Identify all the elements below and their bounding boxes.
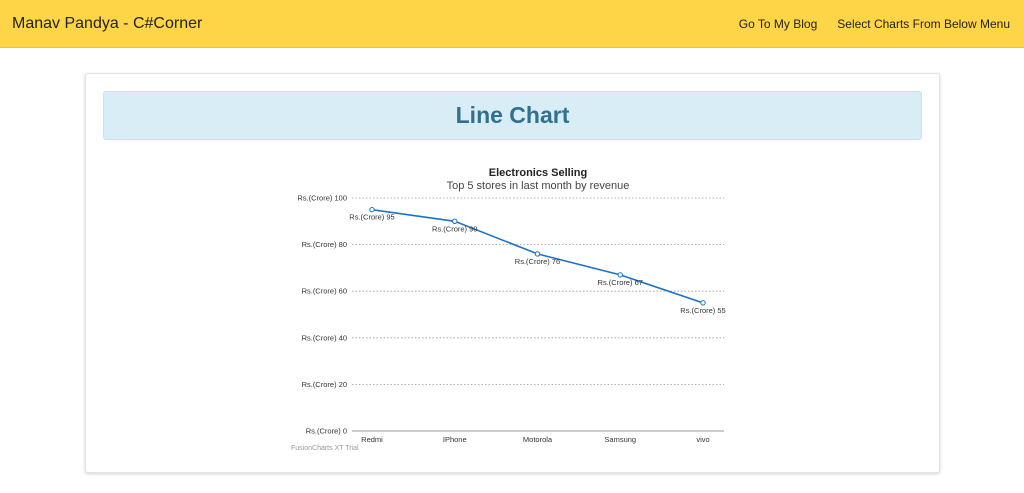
go-to-blog-link[interactable]: Go To My Blog [738, 17, 818, 31]
page-title: Line Chart [455, 102, 570, 128]
y-tick-label: Rs.(Crore) 100 [297, 194, 347, 203]
top-navbar: Manav Pandya - C#Corner Go To My Blog Se… [0, 0, 1024, 48]
y-tick-label: Rs.(Crore) 20 [302, 380, 347, 389]
x-tick-label: Redmi [361, 435, 383, 444]
x-tick-label: Motorola [523, 435, 553, 444]
x-tick-label: IPhone [443, 435, 467, 444]
chart-watermark: FusionCharts XT Trial [291, 445, 359, 452]
panel-heading: Line Chart [103, 91, 922, 140]
data-value-label: Rs.(Crore) 55 [680, 306, 725, 315]
data-point[interactable] [700, 300, 706, 306]
data-point[interactable] [534, 251, 541, 257]
y-tick-label: Rs.(Crore) 80 [302, 240, 347, 249]
y-tick-label: Rs.(Crore) 40 [302, 333, 347, 342]
y-tick-label: Rs.(Crore) 60 [302, 287, 347, 296]
brand-link[interactable]: Manav Pandya - C#Corner [12, 15, 203, 32]
data-value-label: Rs.(Crore) 90 [432, 224, 477, 233]
data-point[interactable] [369, 206, 375, 213]
x-tick-label: vivo [696, 435, 709, 444]
data-value-label: Rs.(Crore) 95 [349, 213, 394, 222]
chart-title: Electronics Selling [489, 167, 587, 179]
data-value-label: Rs.(Crore) 67 [598, 278, 643, 287]
data-value-label: Rs.(Crore) 76 [515, 257, 560, 266]
data-point[interactable] [617, 272, 623, 278]
y-tick-label: Rs.(Crore) 0 [306, 427, 347, 436]
x-tick-label: Samsung [604, 435, 636, 444]
data-point[interactable] [452, 218, 458, 225]
select-charts-menu-link[interactable]: Select Charts From Below Menu [837, 17, 1010, 31]
nav-links: Go To My Blog Select Charts From Below M… [739, 17, 1010, 31]
chart-subtitle: Top 5 stores in last month by revenue [447, 180, 630, 192]
chart-panel: Line Chart [85, 73, 940, 473]
